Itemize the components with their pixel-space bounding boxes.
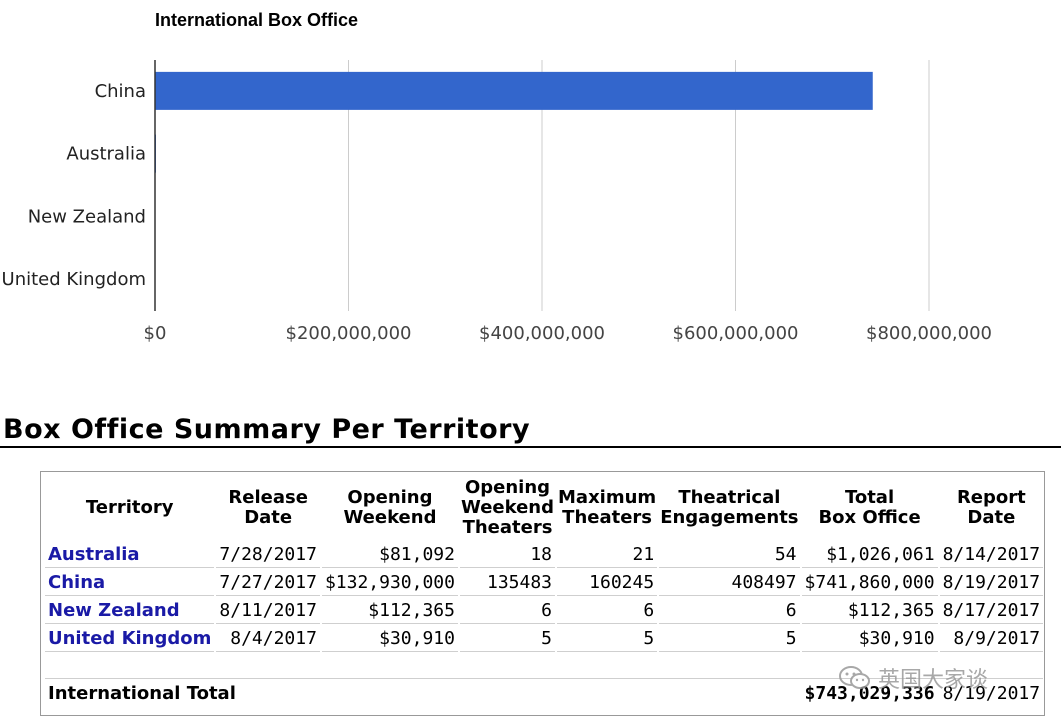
- engagements: 408497: [659, 570, 800, 596]
- territory-link-new-zealand[interactable]: New Zealand: [45, 598, 215, 624]
- opening-weekend: $30,910: [321, 626, 458, 652]
- report-date: 8/17/2017: [939, 598, 1044, 624]
- category-label: Australia: [66, 144, 146, 165]
- release-date: 7/27/2017: [216, 570, 320, 596]
- header-opening-weekend: Opening Weekend: [343, 487, 437, 528]
- header-engagements: Theatrical Engagements: [660, 487, 799, 528]
- territory-link-australia[interactable]: Australia: [45, 542, 215, 568]
- total-row: International Total $743,029,336 8/19/20…: [45, 681, 1043, 706]
- opening-weekend: $132,930,000: [321, 570, 458, 596]
- international-total-value: $743,029,336: [804, 683, 935, 704]
- release-date: 8/4/2017: [216, 626, 320, 652]
- opening-theaters: 135483: [459, 570, 556, 596]
- report-date: 8/9/2017: [939, 626, 1044, 652]
- international-total-label: International Total: [48, 683, 236, 704]
- total-box-office: $112,365: [801, 598, 938, 624]
- release-date: 7/28/2017: [216, 542, 320, 568]
- header-release-date: Release Date: [228, 487, 308, 528]
- table-row: United Kingdom 8/4/2017 $30,910 5 5 5 $3…: [45, 626, 1044, 652]
- engagements: 5: [659, 626, 800, 652]
- header-total-box-office: Total Box Office: [818, 487, 921, 528]
- summary-table: Territory Release Date Opening Weekend Ope…: [43, 474, 1045, 708]
- category-label: New Zealand: [28, 206, 146, 227]
- category-labels: China Australia New Zealand United Kingdom: [2, 81, 146, 290]
- category-label: United Kingdom: [2, 269, 146, 290]
- table-row: Australia 7/28/2017 $81,092 18 21 54 $1,…: [45, 542, 1044, 568]
- category-label: China: [95, 81, 146, 102]
- spacer-cell: [45, 654, 1044, 679]
- territory-link-china[interactable]: China: [45, 570, 215, 596]
- table-row: China 7/27/2017 $132,930,000 135483 1602…: [45, 570, 1044, 596]
- chart-title: International Box Office: [155, 10, 358, 30]
- opening-theaters: 6: [459, 598, 556, 624]
- x-tick-label: $400,000,000: [479, 323, 605, 344]
- section-title: Box Office Summary Per Territory: [3, 414, 531, 445]
- watermark-text: 英国大家谈: [878, 668, 989, 693]
- x-tick-labels: $0 $200,000,000 $400,000,000 $600,000,000 $8…: [144, 323, 992, 344]
- bar: [155, 71, 873, 110]
- international-total-report-date: 8/19/2017: [942, 683, 1041, 704]
- total-box-office: $741,860,000: [801, 570, 938, 596]
- header-opening-theaters: Opening Weekend Theaters: [460, 477, 555, 538]
- bars: [155, 71, 873, 299]
- max-theaters: 160245: [557, 570, 658, 596]
- total-box-office: $1,026,061: [801, 542, 938, 568]
- watermark: 英国大家谈: [838, 662, 988, 694]
- table-row: New Zealand 8/11/2017 $112,365 6 6 6 $11…: [45, 598, 1044, 624]
- x-tick-label: $800,000,000: [866, 323, 992, 344]
- territory-link-united-kingdom[interactable]: United Kingdom: [45, 626, 215, 652]
- spacer-row: [45, 654, 1044, 679]
- engagements: 6: [659, 598, 800, 624]
- release-date: 8/11/2017: [216, 598, 320, 624]
- report-date: 8/14/2017: [939, 542, 1044, 568]
- header-territory: Territory: [85, 497, 174, 518]
- opening-theaters: 5: [459, 626, 556, 652]
- bar-chart: International Box Office China Australia N…: [2, 10, 992, 344]
- x-tick-label: $0: [144, 323, 167, 344]
- section-divider: [0, 446, 1061, 448]
- wechat-icon: [839, 666, 870, 689]
- x-tick-label: $200,000,000: [286, 323, 412, 344]
- x-tick-label: $600,000,000: [673, 323, 799, 344]
- opening-theaters: 18: [459, 542, 556, 568]
- opening-weekend: $81,092: [321, 542, 458, 568]
- header-report-date: Report Date: [956, 487, 1026, 528]
- header-row: Territory Release Date Opening Weekend Ope…: [45, 476, 1043, 540]
- engagements: 54: [659, 542, 800, 568]
- max-theaters: 6: [557, 598, 658, 624]
- report-date: 8/19/2017: [939, 570, 1044, 596]
- summary-table-container: Territory Release Date Opening Weekend Ope…: [40, 471, 1045, 716]
- header-max-theaters: Maximum Theaters: [558, 487, 657, 528]
- max-theaters: 5: [557, 626, 658, 652]
- opening-weekend: $112,365: [321, 598, 458, 624]
- total-box-office: $30,910: [801, 626, 938, 652]
- max-theaters: 21: [557, 542, 658, 568]
